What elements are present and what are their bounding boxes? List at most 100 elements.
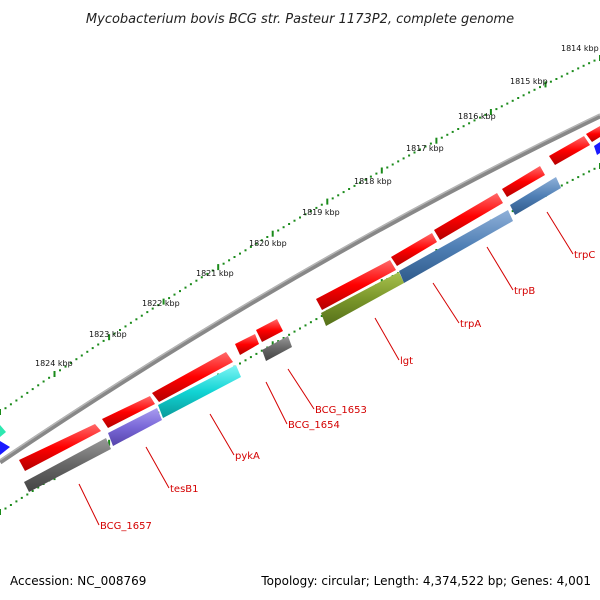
ruler-minor-tick [91,347,94,350]
cds-features [19,126,600,471]
gene-label-BCG_1654[interactable]: BCG_1654 [288,420,340,431]
ruler-label: 1817 kbp [406,144,444,153]
ruler-minor-tick [419,148,421,151]
gene-label-trpC[interactable]: trpC [574,250,595,261]
partial-feature-blue [0,441,10,455]
ruler-minor-tick [402,157,405,160]
ruler-minor-tick [75,358,78,361]
ruler-minor-tick [64,365,67,368]
gene-arrow[interactable] [502,166,545,197]
gene-arrow[interactable] [256,319,283,342]
ruler-minor-tick [168,297,171,300]
ruler-minor-tick [588,170,591,173]
ruler-minor-tick [293,219,296,222]
ruler-minor-tick [364,178,367,181]
ruler-minor-tick [577,176,580,179]
ruler-minor-tick [577,67,580,70]
gene-arrow[interactable] [19,424,101,471]
gene-label-BCG_1657[interactable]: BCG_1657 [100,521,152,532]
ruler-minor-tick [522,94,525,97]
ruler-minor-tick [331,197,334,200]
ruler-minor-tick [304,213,307,216]
ruler-minor-tick [48,376,51,379]
ruler-minor-tick [375,172,378,175]
gene-label-BCG_1653[interactable]: BCG_1653 [315,405,367,416]
ruler-minor-tick [468,122,471,125]
gene-arrow[interactable] [102,396,155,428]
gene-arrow[interactable] [152,352,233,402]
map-title: Mycobacterium bovis BCG str. Pasteur 117… [86,12,514,27]
ruler-minor-tick [26,493,29,496]
ruler-minor-tick [293,330,296,333]
ruler-minor-tick [511,210,514,213]
ruler-minor-tick [102,339,105,342]
gene-arrow[interactable] [235,334,259,355]
ruler-minor-tick [582,64,585,67]
ruler-minor-tick [342,191,345,194]
leader-line [265,381,288,425]
ruler-minor-tick [9,504,12,506]
ruler-minor-tick [348,188,351,190]
gene-label-trpA[interactable]: trpA [460,319,481,330]
ruler-minor-tick [593,59,596,62]
ruler-minor-tick [239,362,241,365]
ruler-minor-tick [495,108,498,111]
ruler-minor-tick [4,507,7,510]
gene-arrow[interactable] [586,126,600,142]
ruler-minor-tick [260,239,263,242]
ruler-minor-tick [528,91,531,94]
gene-bar-purple[interactable] [108,408,162,446]
backbone-highlight [0,113,600,461]
gene-bar-cyan[interactable] [158,365,241,418]
gene-bar-grey[interactable] [262,336,292,361]
ruler-minor-tick [86,350,89,353]
gene-bar-steel[interactable] [399,210,513,283]
ruler-minor-tick [337,194,340,197]
ruler-minor-tick [119,329,121,331]
ruler-minor-tick [173,293,176,296]
ruler-minor-tick [135,318,138,321]
ruler-minor-tick [451,130,454,133]
ruler-minor-tick [249,245,252,248]
ruler-major-tick [0,509,1,515]
ruler-minor-tick [282,337,285,339]
gene-label-pykA[interactable]: pykA [235,451,260,462]
ruler-minor-tick [386,166,389,169]
ruler-minor-tick [37,486,40,489]
leader-line [78,483,100,526]
gene-arrow[interactable] [434,193,503,240]
gene-label-lgt[interactable]: lgt [400,356,413,367]
ruler-minor-tick [249,356,252,359]
ruler-label: 1821 kbp [196,269,234,278]
gene-bar-grey[interactable] [24,438,111,492]
ruler-minor-tick [457,128,460,130]
ruler-label: 1824 kbp [35,359,73,368]
ruler-minor-tick [15,500,18,503]
ruler-label: 1819 kbp [302,208,340,217]
ruler-minor-tick [397,160,400,163]
ruler-major-tick [108,439,111,446]
ruler-minor-tick [320,203,323,206]
leader-line [486,246,514,291]
gene-label-trpB[interactable]: trpB [514,286,535,297]
leader-line [374,317,400,361]
gene-bar-blue[interactable] [594,142,600,155]
gene-arrow[interactable] [391,233,437,266]
ruler-minor-tick [146,311,149,314]
ruler-minor-tick [511,99,514,102]
gene-arrow[interactable] [316,260,396,310]
genome-summary-text: Topology: circular; Length: 4,374,522 bp… [261,574,591,588]
gene-bar-olive[interactable] [321,272,404,326]
ruler-major-tick [162,298,165,305]
ruler-minor-tick [200,276,203,279]
ruler-minor-tick [424,145,427,148]
ruler-label: 1816 kbp [458,112,496,121]
gene-label-tesB1[interactable]: tesB1 [170,484,199,495]
gene-labels: trpC trpB trpA lgt BCG_1653 BCG_1654 pyk… [100,250,595,532]
gene-arrow[interactable] [549,136,590,165]
ruler-minor-tick [566,181,569,184]
ruler-label: 1822 kbp [142,299,180,308]
gene-bar-steel[interactable] [510,177,561,215]
ruler-minor-tick [9,403,12,406]
